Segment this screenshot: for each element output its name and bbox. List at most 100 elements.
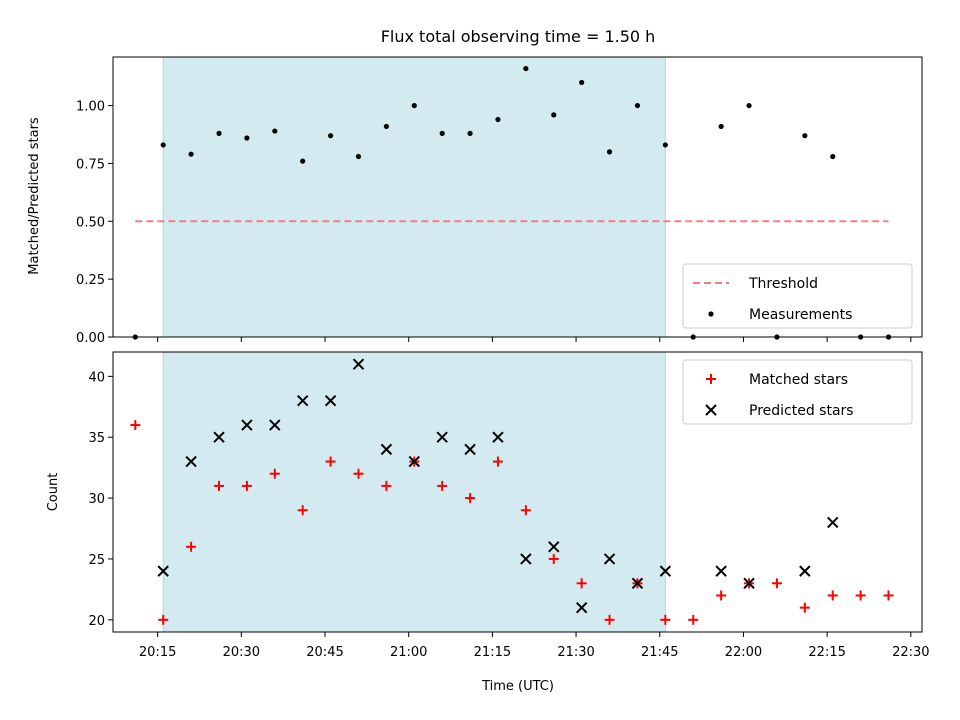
y-tick-label: 25 — [88, 553, 105, 568]
cross-b — [492, 431, 504, 443]
cross-b — [715, 565, 727, 577]
x-tick-label: 21:15 — [474, 645, 511, 660]
cross-b — [799, 565, 811, 577]
predicted-stars-point — [213, 431, 225, 443]
cross-b — [548, 541, 560, 553]
legend-label: Predicted stars — [749, 403, 854, 419]
x-axis-label: Time (UTC) — [481, 679, 554, 694]
predicted-stars-point — [436, 431, 448, 443]
y-tick-label: 20 — [88, 614, 105, 629]
measurement-point — [216, 130, 222, 136]
cross-b — [269, 419, 281, 431]
x-tick-label: 20:45 — [306, 645, 343, 660]
cross-b — [743, 577, 755, 590]
matched-stars-point — [130, 420, 141, 431]
matched-stars-point — [520, 505, 531, 516]
matched-stars-point — [269, 468, 280, 479]
predicted-stars-point — [548, 541, 560, 553]
predicted-stars-point — [324, 394, 337, 407]
matched-stars-point — [716, 590, 727, 601]
legend-bottom: Matched stars Predicted stars — [682, 359, 913, 425]
measurement-point — [244, 135, 250, 141]
predicted-stars-point — [464, 443, 476, 456]
cross-b — [380, 443, 393, 456]
x-tick-label: 21:30 — [557, 645, 594, 660]
matched-stars-point — [353, 468, 364, 479]
matched-stars-point — [325, 456, 336, 467]
top-plot: 0.00 0.25 0.50 0.75 1.00 Threshold Measurement… — [76, 56, 923, 346]
measurement-point — [495, 116, 501, 123]
predicted-stars-point — [157, 565, 169, 577]
measurement-point — [634, 102, 641, 109]
cross-b — [408, 455, 420, 468]
cross-b — [241, 419, 253, 431]
measurement-point — [383, 123, 389, 130]
y-tick-label: 30 — [88, 492, 105, 507]
measurement-point — [579, 79, 585, 86]
x-tick-label: 22:15 — [808, 645, 845, 660]
cross-b — [464, 443, 476, 456]
chart-title: Flux total observing time = 1.50 h — [381, 27, 656, 46]
matched-stars-point — [771, 578, 782, 589]
legend-matched-swatch — [706, 374, 716, 384]
measurement-point — [467, 130, 473, 136]
bottom-y-axis-label: Count — [46, 473, 61, 512]
x-tick-label: 21:00 — [390, 645, 427, 660]
measurement-point — [802, 133, 808, 139]
y-tick-label: 0.25 — [76, 273, 105, 288]
measurement-point — [662, 142, 668, 148]
measurement-point — [746, 102, 752, 109]
predicted-stars-point — [743, 577, 755, 590]
matched-stars-point — [855, 590, 866, 601]
measurement-point — [439, 130, 445, 136]
predicted-stars-point — [631, 577, 644, 590]
predicted-stars-point — [492, 431, 504, 443]
cross-b — [520, 553, 532, 565]
y-tick-label: 1.00 — [76, 100, 105, 115]
measurement-point — [160, 142, 166, 148]
matched-stars-point — [437, 480, 448, 491]
cross-b — [705, 404, 717, 416]
y-tick-label: 35 — [88, 431, 105, 446]
predicted-stars-point — [241, 419, 253, 431]
cross-b — [603, 553, 616, 565]
matched-stars-point — [576, 578, 587, 589]
legend-box — [682, 359, 913, 425]
bottom-plot: 20 25 30 35 40 20:15 20:30 20:45 21:00 21:15 21:30… — [88, 351, 930, 660]
measurement-point — [523, 65, 529, 72]
predicted-stars-point — [799, 565, 811, 577]
predicted-stars-point — [408, 455, 420, 468]
cross-b — [575, 601, 588, 614]
cross-b — [631, 577, 644, 590]
measurement-point — [830, 153, 836, 160]
legend-predicted-swatch — [705, 404, 717, 416]
cross-b — [185, 455, 197, 468]
matched-stars-point — [241, 480, 252, 491]
matched-stars-point — [186, 541, 197, 552]
matched-stars-point — [465, 493, 476, 504]
measurement-point — [551, 112, 557, 118]
matched-stars-point — [688, 614, 699, 625]
y-tick-label: 0.75 — [76, 157, 105, 172]
legend-label: Threshold — [748, 276, 818, 292]
predicted-stars-point — [380, 443, 393, 456]
matched-stars-point — [297, 505, 308, 516]
y-tick-label: 40 — [88, 370, 105, 385]
x-tick-label: 22:30 — [892, 645, 929, 660]
matched-stars-point — [799, 602, 810, 613]
matched-stars-point — [883, 590, 894, 601]
matched-stars-point — [827, 590, 838, 601]
x-tick-label: 22:00 — [725, 645, 762, 660]
x-tick-label: 20:30 — [223, 645, 260, 660]
y-tick-label: 0.00 — [76, 331, 105, 346]
matched-stars-point — [214, 480, 225, 491]
legend-top: Threshold Measurements — [682, 263, 913, 329]
measurement-point — [272, 128, 278, 134]
cross-b — [324, 394, 337, 407]
matched-stars-point — [548, 553, 559, 564]
cross-b — [213, 431, 225, 443]
matched-stars-point — [660, 614, 671, 625]
axes-frame — [112, 351, 923, 633]
predicted-stars-point — [715, 565, 727, 577]
